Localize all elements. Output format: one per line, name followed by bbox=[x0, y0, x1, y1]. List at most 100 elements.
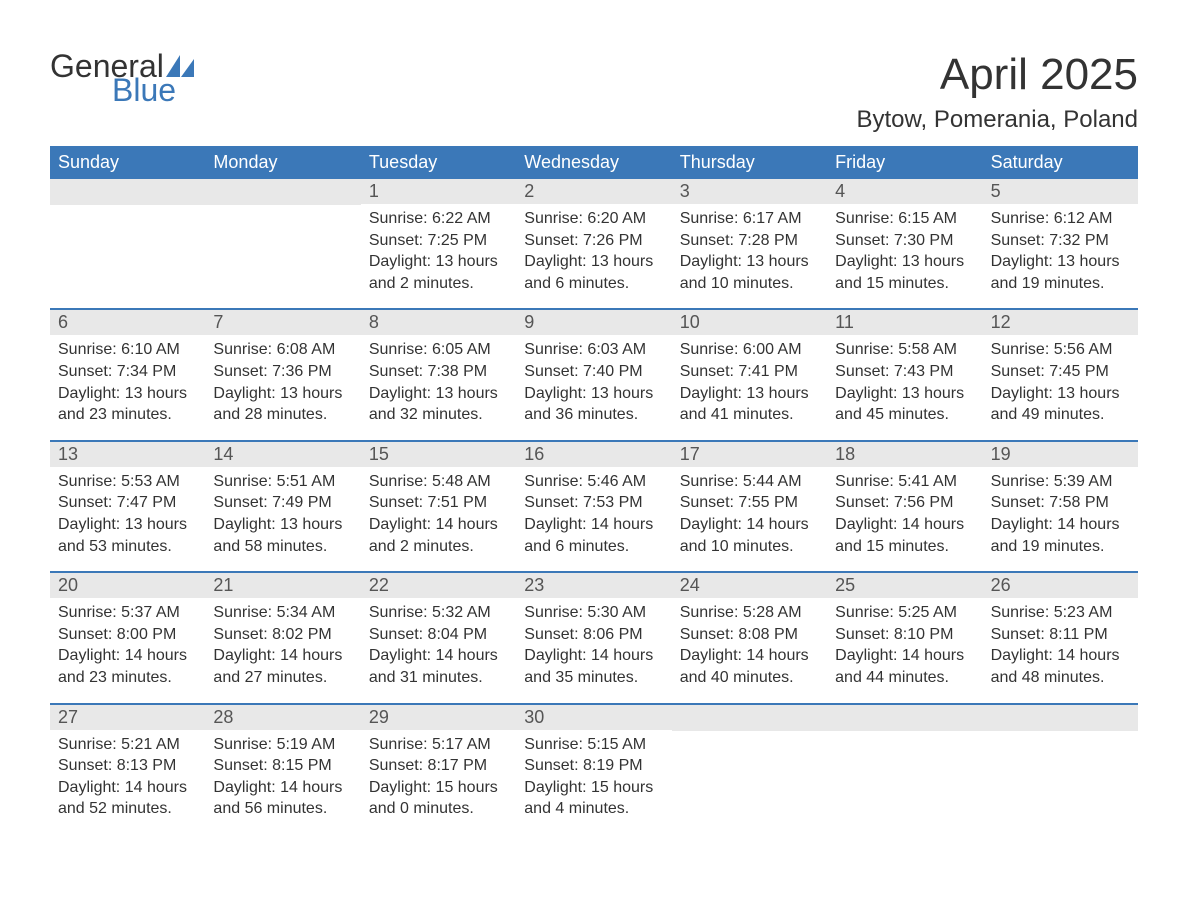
sunset-text: Sunset: 7:49 PM bbox=[213, 492, 352, 514]
day-number: 4 bbox=[827, 179, 982, 204]
sunrise-text: Sunrise: 6:17 AM bbox=[680, 208, 819, 230]
header: General Blue April 2025 Bytow, Pomerania… bbox=[50, 50, 1138, 134]
day-details: Sunrise: 5:51 AMSunset: 7:49 PMDaylight:… bbox=[205, 467, 360, 557]
day-details: Sunrise: 6:00 AMSunset: 7:41 PMDaylight:… bbox=[672, 335, 827, 425]
sunset-text: Sunset: 7:47 PM bbox=[58, 492, 197, 514]
day-number: 24 bbox=[672, 573, 827, 598]
sunrise-text: Sunrise: 5:25 AM bbox=[835, 602, 974, 624]
sunrise-text: Sunrise: 5:48 AM bbox=[369, 471, 508, 493]
sunrise-text: Sunrise: 5:17 AM bbox=[369, 734, 508, 756]
sunset-text: Sunset: 7:55 PM bbox=[680, 492, 819, 514]
sunset-text: Sunset: 8:04 PM bbox=[369, 624, 508, 646]
day-details: Sunrise: 6:22 AMSunset: 7:25 PMDaylight:… bbox=[361, 204, 516, 294]
day-number: 5 bbox=[983, 179, 1138, 204]
day-number: 15 bbox=[361, 442, 516, 467]
weekday-header: Friday bbox=[827, 146, 982, 179]
daylight-text: Daylight: 14 hours and 23 minutes. bbox=[58, 645, 197, 688]
sunrise-text: Sunrise: 5:28 AM bbox=[680, 602, 819, 624]
day-number: 2 bbox=[516, 179, 671, 204]
calendar-day bbox=[50, 179, 205, 308]
sunrise-text: Sunrise: 5:56 AM bbox=[991, 339, 1130, 361]
daylight-text: Daylight: 14 hours and 52 minutes. bbox=[58, 777, 197, 820]
sunset-text: Sunset: 7:40 PM bbox=[524, 361, 663, 383]
day-details: Sunrise: 5:34 AMSunset: 8:02 PMDaylight:… bbox=[205, 598, 360, 688]
calendar-day: 24Sunrise: 5:28 AMSunset: 8:08 PMDayligh… bbox=[672, 573, 827, 702]
calendar-day: 1Sunrise: 6:22 AMSunset: 7:25 PMDaylight… bbox=[361, 179, 516, 308]
daylight-text: Daylight: 13 hours and 53 minutes. bbox=[58, 514, 197, 557]
calendar-day: 9Sunrise: 6:03 AMSunset: 7:40 PMDaylight… bbox=[516, 310, 671, 439]
sunrise-text: Sunrise: 5:32 AM bbox=[369, 602, 508, 624]
day-details: Sunrise: 5:25 AMSunset: 8:10 PMDaylight:… bbox=[827, 598, 982, 688]
daylight-text: Daylight: 13 hours and 49 minutes. bbox=[991, 383, 1130, 426]
sunset-text: Sunset: 8:13 PM bbox=[58, 755, 197, 777]
sunrise-text: Sunrise: 5:30 AM bbox=[524, 602, 663, 624]
sunset-text: Sunset: 7:53 PM bbox=[524, 492, 663, 514]
weekday-header: Thursday bbox=[672, 146, 827, 179]
sunset-text: Sunset: 7:51 PM bbox=[369, 492, 508, 514]
day-number: 6 bbox=[50, 310, 205, 335]
day-number: 14 bbox=[205, 442, 360, 467]
sunset-text: Sunset: 7:34 PM bbox=[58, 361, 197, 383]
sunrise-text: Sunrise: 6:00 AM bbox=[680, 339, 819, 361]
day-number bbox=[50, 179, 205, 205]
month-title: April 2025 bbox=[857, 50, 1139, 100]
sunrise-text: Sunrise: 5:34 AM bbox=[213, 602, 352, 624]
sunset-text: Sunset: 8:00 PM bbox=[58, 624, 197, 646]
calendar-day: 2Sunrise: 6:20 AMSunset: 7:26 PMDaylight… bbox=[516, 179, 671, 308]
weekday-header: Wednesday bbox=[516, 146, 671, 179]
daylight-text: Daylight: 14 hours and 44 minutes. bbox=[835, 645, 974, 688]
day-number: 10 bbox=[672, 310, 827, 335]
day-details: Sunrise: 5:41 AMSunset: 7:56 PMDaylight:… bbox=[827, 467, 982, 557]
calendar-day bbox=[983, 705, 1138, 834]
sunrise-text: Sunrise: 5:46 AM bbox=[524, 471, 663, 493]
daylight-text: Daylight: 13 hours and 32 minutes. bbox=[369, 383, 508, 426]
calendar-day: 16Sunrise: 5:46 AMSunset: 7:53 PMDayligh… bbox=[516, 442, 671, 571]
calendar-day: 12Sunrise: 5:56 AMSunset: 7:45 PMDayligh… bbox=[983, 310, 1138, 439]
weekday-header: Sunday bbox=[50, 146, 205, 179]
daylight-text: Daylight: 13 hours and 10 minutes. bbox=[680, 251, 819, 294]
day-details: Sunrise: 5:53 AMSunset: 7:47 PMDaylight:… bbox=[50, 467, 205, 557]
calendar-day: 7Sunrise: 6:08 AMSunset: 7:36 PMDaylight… bbox=[205, 310, 360, 439]
sunrise-text: Sunrise: 5:15 AM bbox=[524, 734, 663, 756]
day-details: Sunrise: 5:37 AMSunset: 8:00 PMDaylight:… bbox=[50, 598, 205, 688]
day-number: 28 bbox=[205, 705, 360, 730]
day-details: Sunrise: 6:15 AMSunset: 7:30 PMDaylight:… bbox=[827, 204, 982, 294]
calendar-week: 6Sunrise: 6:10 AMSunset: 7:34 PMDaylight… bbox=[50, 308, 1138, 439]
calendar-day: 3Sunrise: 6:17 AMSunset: 7:28 PMDaylight… bbox=[672, 179, 827, 308]
sunset-text: Sunset: 7:56 PM bbox=[835, 492, 974, 514]
sunset-text: Sunset: 7:45 PM bbox=[991, 361, 1130, 383]
weekday-header: Saturday bbox=[983, 146, 1138, 179]
day-number bbox=[827, 705, 982, 731]
day-details: Sunrise: 5:39 AMSunset: 7:58 PMDaylight:… bbox=[983, 467, 1138, 557]
daylight-text: Daylight: 14 hours and 27 minutes. bbox=[213, 645, 352, 688]
calendar-day: 6Sunrise: 6:10 AMSunset: 7:34 PMDaylight… bbox=[50, 310, 205, 439]
day-number: 18 bbox=[827, 442, 982, 467]
logo: General Blue bbox=[50, 50, 194, 106]
daylight-text: Daylight: 15 hours and 0 minutes. bbox=[369, 777, 508, 820]
sunset-text: Sunset: 8:10 PM bbox=[835, 624, 974, 646]
sunrise-text: Sunrise: 6:12 AM bbox=[991, 208, 1130, 230]
daylight-text: Daylight: 14 hours and 15 minutes. bbox=[835, 514, 974, 557]
day-number: 16 bbox=[516, 442, 671, 467]
sunset-text: Sunset: 7:30 PM bbox=[835, 230, 974, 252]
sunrise-text: Sunrise: 6:03 AM bbox=[524, 339, 663, 361]
daylight-text: Daylight: 13 hours and 28 minutes. bbox=[213, 383, 352, 426]
weekday-header: Monday bbox=[205, 146, 360, 179]
sunset-text: Sunset: 8:19 PM bbox=[524, 755, 663, 777]
day-number: 20 bbox=[50, 573, 205, 598]
sunrise-text: Sunrise: 5:41 AM bbox=[835, 471, 974, 493]
calendar-day: 30Sunrise: 5:15 AMSunset: 8:19 PMDayligh… bbox=[516, 705, 671, 834]
calendar-day: 21Sunrise: 5:34 AMSunset: 8:02 PMDayligh… bbox=[205, 573, 360, 702]
day-number: 9 bbox=[516, 310, 671, 335]
day-number: 3 bbox=[672, 179, 827, 204]
calendar-day bbox=[205, 179, 360, 308]
calendar-day: 4Sunrise: 6:15 AMSunset: 7:30 PMDaylight… bbox=[827, 179, 982, 308]
sunset-text: Sunset: 8:17 PM bbox=[369, 755, 508, 777]
calendar-day bbox=[672, 705, 827, 834]
sunrise-text: Sunrise: 6:20 AM bbox=[524, 208, 663, 230]
day-details: Sunrise: 6:05 AMSunset: 7:38 PMDaylight:… bbox=[361, 335, 516, 425]
day-number: 13 bbox=[50, 442, 205, 467]
day-details: Sunrise: 5:15 AMSunset: 8:19 PMDaylight:… bbox=[516, 730, 671, 820]
weekday-header: Tuesday bbox=[361, 146, 516, 179]
day-number: 23 bbox=[516, 573, 671, 598]
